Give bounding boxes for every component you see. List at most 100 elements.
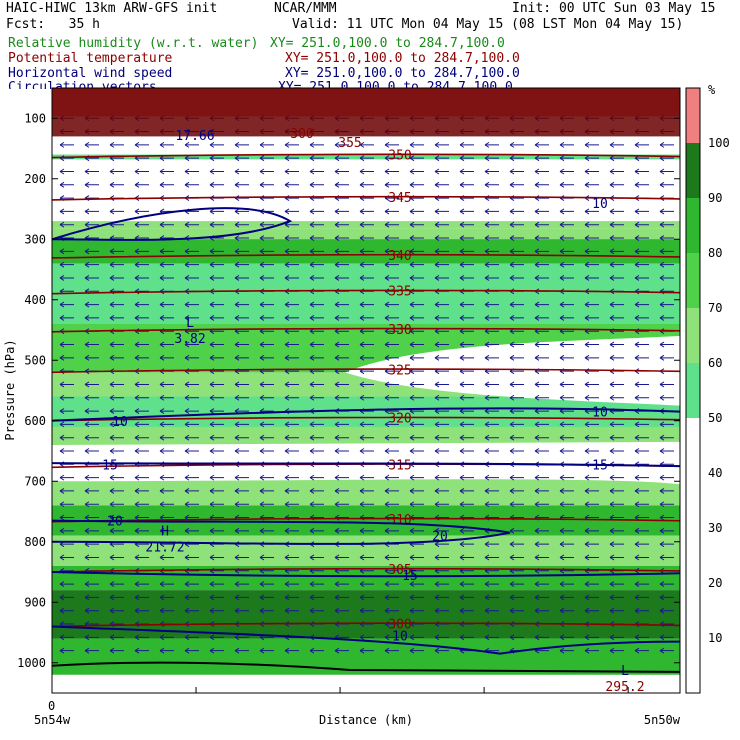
circulation-vector [559, 474, 574, 481]
circulation-vector [659, 208, 674, 215]
circulation-vector [309, 221, 324, 228]
circulation-vector [584, 554, 599, 561]
circulation-vector [534, 501, 549, 508]
circulation-vector [259, 594, 274, 601]
circulation-vector [384, 261, 399, 268]
circulation-vector [234, 341, 249, 348]
circulation-vector [409, 448, 424, 454]
circulation-vector [409, 221, 424, 228]
circulation-vector [459, 155, 474, 162]
circulation-vector [634, 594, 649, 601]
y-tick-label: 600 [24, 414, 46, 428]
circulation-vector [634, 354, 649, 361]
circulation-vector [159, 394, 174, 401]
circulation-vector [634, 474, 649, 481]
circulation-vector [484, 248, 499, 255]
y-tick-label: 700 [24, 474, 46, 488]
wind-speed-contour [52, 462, 680, 468]
circulation-vector [559, 381, 574, 388]
circulation-vector [209, 408, 224, 414]
circulation-vector [134, 501, 149, 508]
circulation-vector [509, 448, 524, 454]
circulation-vector [159, 301, 174, 308]
circulation-vector [534, 168, 549, 175]
circulation-vector [134, 554, 149, 561]
circulation-vector [209, 634, 224, 641]
colorbar-swatch [686, 308, 700, 363]
circulation-vector [309, 168, 324, 175]
circulation-vector [459, 235, 474, 241]
circulation-vector [209, 261, 224, 268]
circulation-vector [559, 314, 574, 321]
init-time: Init: 00 UTC Sun 03 May 15 [512, 1, 716, 16]
circulation-vector [459, 301, 474, 308]
circulation-vector [609, 527, 624, 534]
circulation-vector [134, 421, 149, 428]
circulation-vector [59, 168, 74, 175]
circulation-vector [59, 634, 74, 641]
circulation-vector [259, 301, 274, 308]
circulation-vector [109, 501, 124, 508]
theta-contour-label: 310 [388, 513, 411, 528]
y-axis-title: Pressure (hPa) [3, 339, 17, 440]
circulation-vector [159, 607, 174, 614]
circulation-vector [309, 275, 324, 281]
circulation-vector [309, 488, 324, 494]
circulation-vector [459, 554, 474, 561]
circulation-vector [234, 527, 249, 534]
circulation-vector [359, 594, 374, 601]
circulation-vector [359, 261, 374, 268]
circulation-vector [184, 434, 199, 441]
circulation-vector [59, 394, 74, 401]
circulation-vector [659, 474, 674, 481]
wind-speed-contour [52, 625, 680, 655]
circulation-vector [534, 594, 549, 601]
circulation-vector [84, 394, 99, 401]
circulation-vector [359, 381, 374, 388]
circulation-vector [309, 155, 324, 162]
circulation-vector [634, 181, 649, 188]
circulation-vector [234, 155, 249, 162]
circulation-vector [209, 607, 224, 614]
circulation-vector [159, 527, 174, 534]
circulation-vector [534, 381, 549, 388]
circulation-vector [134, 208, 149, 215]
field-theta-xy: XY= 251.0,100.0 to 284.7,100.0 [285, 51, 520, 66]
circulation-vector [509, 235, 524, 241]
circulation-vector [234, 501, 249, 508]
circulation-vector [609, 394, 624, 401]
circulation-vector [434, 421, 449, 428]
circulation-vector [384, 594, 399, 601]
circulation-vector [259, 394, 274, 401]
circulation-vector [434, 221, 449, 228]
circulation-vector [634, 248, 649, 255]
circulation-vector [409, 488, 424, 494]
circulation-vector [584, 434, 599, 441]
circulation-vector [134, 221, 149, 228]
circulation-vector [359, 155, 374, 162]
circulation-vector [259, 381, 274, 388]
circulation-vector [609, 381, 624, 388]
circulation-vector [409, 141, 424, 148]
circulation-vector [559, 181, 574, 188]
circulation-vector [559, 275, 574, 281]
circulation-vector [484, 261, 499, 268]
circulation-vector [434, 581, 449, 588]
circulation-vector [634, 141, 649, 148]
circulation-vector [509, 314, 524, 321]
circulation-vector [109, 141, 124, 148]
circulation-vector [309, 381, 324, 388]
circulation-vector [484, 235, 499, 241]
circulation-vector [134, 141, 149, 148]
circulation-vector [209, 354, 224, 361]
circulation-vector [209, 434, 224, 441]
circulation-vector [59, 261, 74, 268]
circulation-vector [209, 394, 224, 401]
circulation-vector [209, 181, 224, 188]
circulation-vector [334, 607, 349, 614]
wind-speed-label: 15 [592, 458, 608, 473]
circulation-vector [559, 541, 574, 548]
circulation-vector [534, 221, 549, 228]
circulation-vector [484, 394, 499, 401]
